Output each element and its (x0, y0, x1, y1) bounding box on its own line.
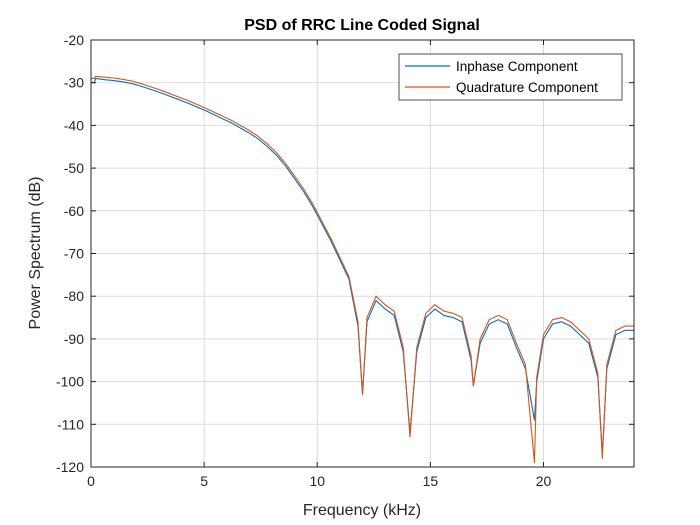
legend-label-quadrature: Quadrature Component (456, 80, 598, 95)
legend: Inphase Component Quadrature Component (398, 53, 623, 101)
y-tick-label: -40 (64, 117, 84, 133)
x-axis-label: Frequency (kHz) (303, 502, 421, 519)
y-tick-label: -80 (64, 288, 84, 304)
x-tick-label: 20 (536, 473, 552, 489)
legend-box (398, 53, 623, 101)
y-tick-label: -30 (64, 75, 84, 91)
x-tick-label: 10 (309, 473, 325, 489)
y-tick-label: -120 (56, 459, 84, 475)
chart-title: PSD of RRC Line Coded Signal (244, 17, 480, 34)
y-tick-label: -50 (64, 160, 84, 176)
y-axis-label: Power Spectrum (dB) (27, 177, 44, 330)
series-lines (91, 75, 634, 464)
legend-label-inphase: Inphase Component (456, 59, 578, 74)
y-tick-label: -100 (56, 374, 84, 390)
x-tick-label: 0 (87, 473, 95, 489)
y-tick-label: -90 (64, 331, 84, 347)
series-quadrature-line (91, 75, 634, 464)
x-tick-label: 5 (200, 473, 208, 489)
y-tick-label: -60 (64, 203, 84, 219)
x-tick-label: 15 (423, 473, 439, 489)
grid-lines (90, 39, 634, 468)
y-tick-label: -110 (57, 416, 84, 432)
axis-ticks: 0 5 10 15 20 -20 -30 -40 -50 -60 -70 -80 -90 -100 -110… (56, 32, 634, 489)
y-tick-label: -20 (64, 32, 84, 48)
y-tick-label: -70 (64, 246, 84, 262)
